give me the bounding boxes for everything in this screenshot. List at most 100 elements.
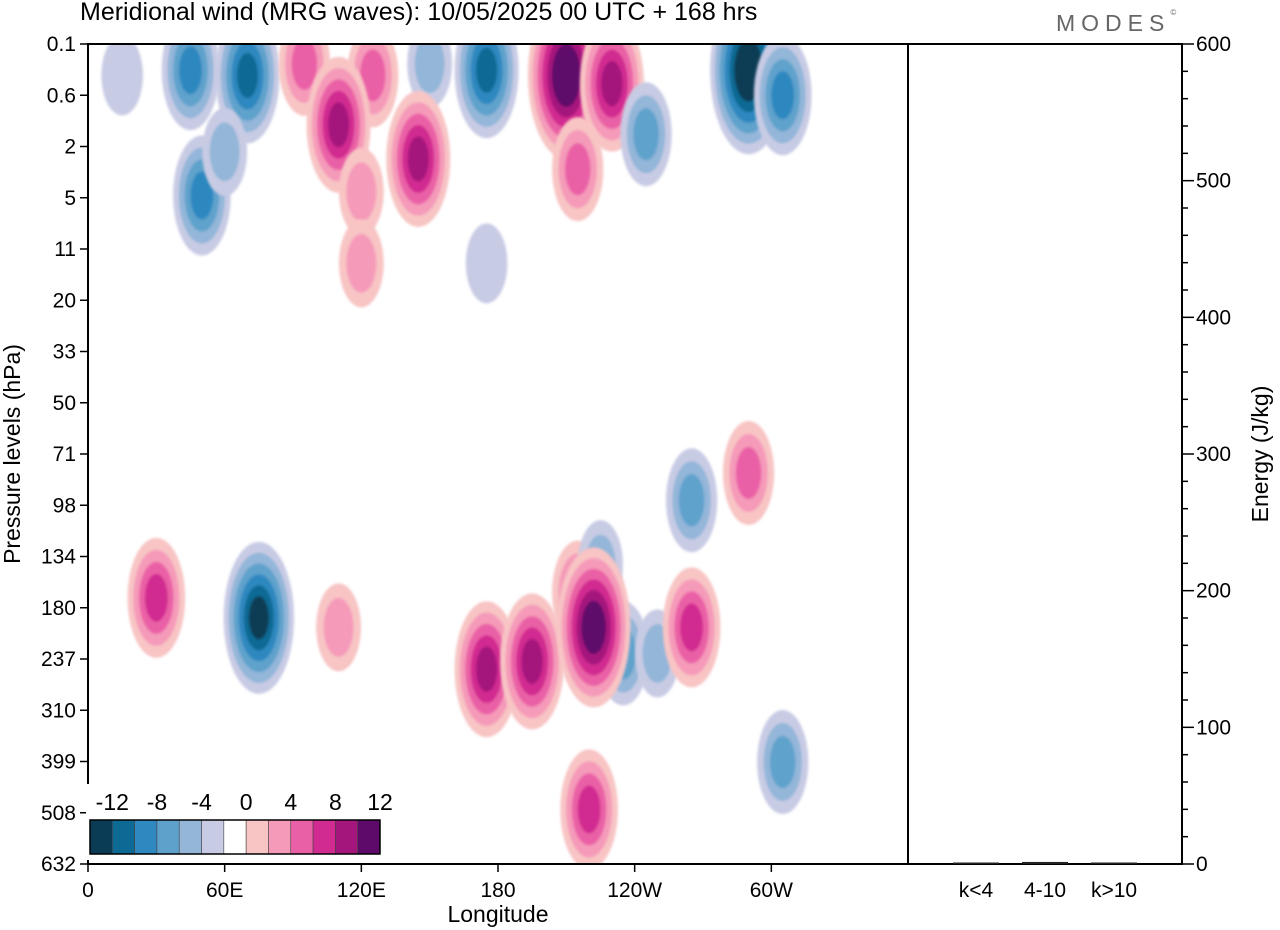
energy-bar-0 (953, 862, 999, 864)
x-tick-label: 180 (480, 879, 515, 902)
wind-contour (209, 122, 240, 182)
energy-tick-label: 200 (1196, 580, 1231, 603)
wind-cell-0 (101, 44, 143, 116)
wind-field (101, 44, 812, 864)
wind-contour (144, 573, 168, 622)
colorbar-label: -8 (147, 789, 167, 815)
wind-contour (475, 47, 498, 93)
wind-contour (678, 474, 705, 527)
y-tick-label: 508 (41, 802, 76, 825)
colorbar-swatch-2 (134, 819, 158, 855)
y-tick-label: 20 (53, 289, 76, 312)
x-tick-label: 0 (82, 879, 94, 902)
colorbar: -12 -8 -4 0 4 8 12 (86, 784, 393, 860)
energy-tick-label: 0 (1196, 853, 1208, 876)
wind-cell-18 (338, 219, 384, 308)
energy-axis: 0 100 200 300 400 500 600 (1182, 33, 1231, 876)
wind-contour (769, 736, 796, 789)
wind-contour (407, 136, 429, 182)
wind-cell-24 (316, 583, 361, 672)
wind-cell-1 (161, 44, 220, 131)
wind-cell-17 (552, 117, 604, 222)
y-axis: 0.1 0.6 2 5 11 20 33 50 71 98 134 180 237 310 399 508 63… (41, 33, 88, 876)
colorbar-label: -12 (96, 789, 129, 815)
y-tick-label: 180 (41, 597, 76, 620)
energy-tick-label: 300 (1196, 443, 1231, 466)
energy-category-label: 4-10 (1024, 879, 1066, 902)
wind-contour (475, 646, 498, 692)
wind-cell-13 (338, 147, 384, 236)
wind-contour (680, 603, 704, 652)
y-tick-label: 2 (64, 136, 76, 159)
energy-tick-label: 600 (1196, 33, 1231, 56)
x-tick-label: 120E (337, 879, 386, 902)
wind-contour (323, 598, 354, 657)
y-tick-label: 0.6 (47, 84, 76, 107)
wind-cell-20 (722, 420, 775, 525)
y-tick-label: 5 (64, 187, 76, 210)
y-tick-label: 310 (41, 699, 76, 722)
energy-category-label: k>10 (1091, 879, 1137, 902)
wind-contour (738, 49, 759, 92)
x-tick-label: 120W (607, 879, 662, 902)
colorbar-swatch-6 (223, 819, 247, 855)
wind-contour (101, 44, 143, 116)
wind-contour (633, 108, 659, 161)
wind-contour (465, 223, 508, 304)
energy-category-label: k<4 (959, 879, 994, 902)
colorbar-label: -4 (191, 789, 212, 815)
wind-cell-33 (560, 749, 618, 864)
colorbar-label: 8 (329, 789, 342, 815)
wind-contour (601, 60, 623, 107)
wind-cell-6 (454, 44, 519, 139)
wind-cell-16 (620, 82, 672, 187)
wind-contour (564, 143, 591, 196)
colorbar-swatch-11 (335, 819, 358, 855)
modes-logo: MODES© (1056, 8, 1177, 36)
y-tick-label: 33 (53, 341, 76, 364)
wind-contour (291, 44, 318, 90)
wind-contour (236, 52, 259, 99)
colorbar-label: 0 (240, 789, 253, 815)
y-tick-label: 50 (53, 392, 76, 415)
colorbar-swatch-3 (156, 819, 180, 855)
wind-cell-25 (454, 601, 519, 738)
wind-contour (521, 638, 543, 685)
y-tick-label: 632 (41, 853, 76, 876)
chart-title: Meridional wind (MRG waves): 10/05/2025 … (80, 0, 758, 26)
energy-panel (907, 43, 1183, 865)
colorbar-swatch-1 (112, 819, 135, 855)
x-tick-label: 60W (750, 879, 793, 902)
wind-cell-30 (556, 547, 631, 708)
wind-contour (346, 162, 377, 222)
wind-cell-23 (223, 541, 295, 694)
wind-contour (190, 171, 214, 220)
wind-cell-19 (465, 223, 508, 304)
energy-tick-label: 400 (1196, 306, 1231, 329)
wind-cell-8 (579, 44, 644, 152)
y-tick-label: 237 (41, 648, 76, 671)
wind-contour (359, 49, 386, 102)
energy-bars: k<4 4-10 k>10 (953, 861, 1137, 902)
wind-cell-22 (127, 537, 186, 658)
colorbar-label: 4 (284, 789, 297, 815)
colorbar-swatch-12 (357, 819, 381, 855)
wind-contour (178, 46, 203, 95)
wind-contour (346, 233, 377, 293)
colorbar-swatch-5 (201, 819, 225, 855)
colorbar-swatch-10 (312, 819, 336, 855)
wind-cell-15 (202, 107, 248, 196)
y-axis-title: Pressure levels (hPa) (0, 344, 25, 564)
wind-cell-21 (666, 448, 718, 553)
wind-contour (248, 596, 269, 640)
wind-contour (771, 71, 795, 120)
colorbar-swatch-7 (245, 819, 269, 855)
colorbar-swatch-9 (290, 819, 314, 855)
wind-cell-26 (500, 593, 565, 730)
colorbar-swatch-8 (268, 819, 292, 855)
energy-tick-label: 500 (1196, 170, 1231, 193)
colorbar-label: 12 (367, 789, 393, 815)
energy-axis-title: Energy (J/kg) (1247, 386, 1273, 523)
wind-cell-12 (386, 90, 451, 227)
